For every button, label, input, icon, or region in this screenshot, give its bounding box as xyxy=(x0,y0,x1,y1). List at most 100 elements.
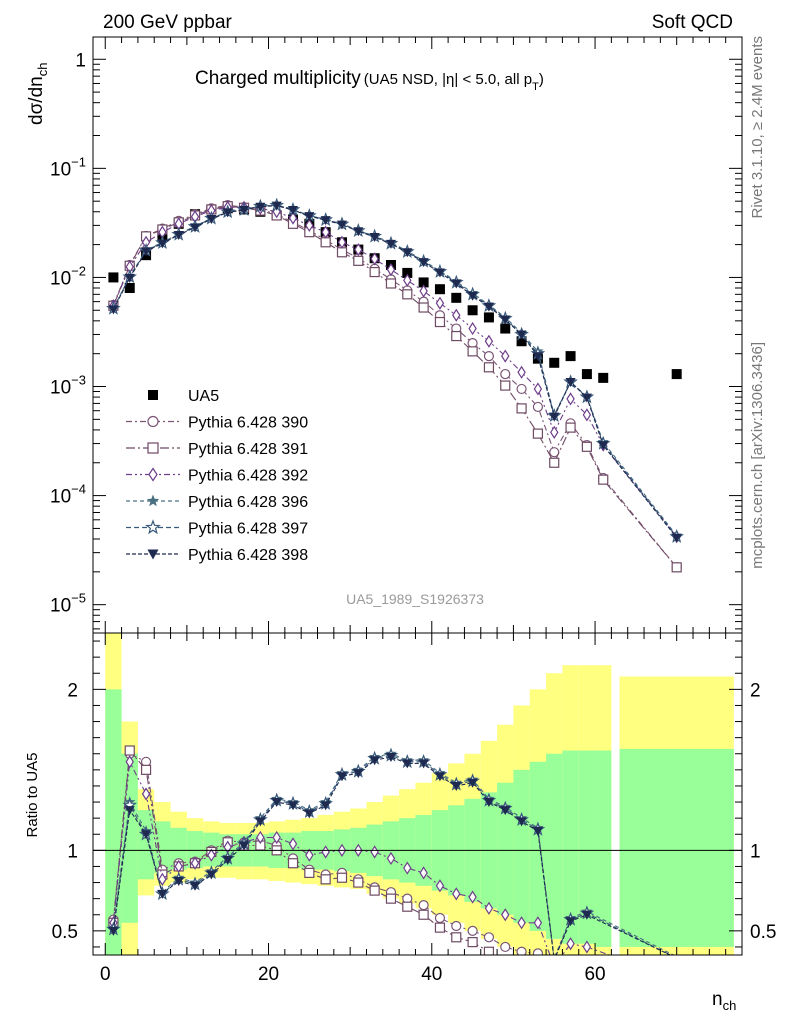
main-data-point xyxy=(549,447,560,458)
ratio-data-point xyxy=(419,866,428,880)
main-data-point xyxy=(581,441,592,452)
main-panel: 110−110−210−310−410−5 Charged multiplici… xyxy=(26,36,743,634)
ratio-band-inner xyxy=(121,753,138,923)
main-series-line xyxy=(112,204,678,568)
main-data-point xyxy=(500,380,511,391)
ratio-data-point xyxy=(353,769,364,779)
legend-entry: UA5 xyxy=(148,388,219,405)
ratio-data-point xyxy=(320,874,331,885)
main-subtitle-sub: T xyxy=(532,81,539,93)
legend-label: Pythia 6.428 391 xyxy=(188,441,308,458)
legend-label: UA5 xyxy=(188,388,219,405)
ratio-data-point xyxy=(288,801,299,811)
main-data-point xyxy=(435,296,445,310)
legend-entry: Pythia 6.428 397 xyxy=(126,519,308,538)
ratio-data-point xyxy=(207,848,216,862)
ratio-ylabel: Ratio to UA5 xyxy=(24,752,41,837)
main-data-point xyxy=(124,283,135,294)
main-data-point xyxy=(337,235,347,249)
main-data-point xyxy=(386,262,396,277)
ratio-band-inner xyxy=(562,750,579,944)
main-data-point xyxy=(598,474,609,485)
main-ytick-mantissa: 10 xyxy=(50,159,71,180)
ratio-ytick-label: 0.5 xyxy=(52,922,78,943)
main-data-point xyxy=(671,533,682,543)
main-ytick-exponent: −2 xyxy=(71,263,86,278)
main-data-point xyxy=(467,305,478,316)
ratio-xtick-label: 20 xyxy=(258,964,279,985)
ratio-data-point xyxy=(517,916,526,930)
legend-marker xyxy=(147,442,159,454)
main-data-point xyxy=(517,365,526,379)
main-subtitle-end: ) xyxy=(539,71,544,88)
main-series-2 xyxy=(108,201,682,573)
ratio-band-inner xyxy=(497,782,514,915)
main-series-1 xyxy=(108,200,682,573)
ratio-data-point xyxy=(305,848,314,862)
main-data-point xyxy=(418,258,429,268)
main-data-point xyxy=(336,247,348,258)
legend-marker xyxy=(148,467,158,482)
main-data-point xyxy=(532,401,544,413)
ratio-series-5 xyxy=(108,752,672,955)
main-data-point xyxy=(173,230,184,240)
main-series-5 xyxy=(106,197,685,543)
main-data-point xyxy=(516,336,527,347)
legend-entry: Pythia 6.428 392 xyxy=(126,467,308,485)
main-data-point xyxy=(239,206,250,216)
main-data-point xyxy=(598,441,609,451)
legend-marker xyxy=(146,494,160,507)
main-ytick-label: 10−5 xyxy=(50,591,86,617)
ratio-data-point xyxy=(434,772,445,782)
ratio-data-point xyxy=(272,830,281,845)
ratio-data-point xyxy=(402,759,413,769)
legend: UA5 Pythia 6.428 390 Pythia 6.428 391 Pythi… xyxy=(126,388,308,564)
ratio-data-point xyxy=(451,932,462,943)
legend-entry: Pythia 6.428 396 xyxy=(126,494,308,511)
ratio-data-point xyxy=(516,817,527,827)
main-panel-frame xyxy=(92,36,743,634)
main-data-point xyxy=(320,237,331,248)
main-data-point xyxy=(483,351,495,362)
header-energy-label: 200 GeV ppbar xyxy=(103,12,233,33)
main-series-6 xyxy=(108,201,682,543)
main-data-point xyxy=(369,232,380,242)
main-series-group xyxy=(106,197,685,573)
ratio-data-point xyxy=(386,851,396,866)
main-ylabel-text: dσ/dn xyxy=(26,76,47,125)
main-ytick-label: 1 xyxy=(75,50,86,71)
main-subtitle-text: (UA5 NSD, |η| < 5.0, all p xyxy=(364,71,532,88)
main-data-point xyxy=(418,302,429,313)
main-data-point xyxy=(451,330,462,342)
main-data-point xyxy=(305,218,314,233)
ratio-data-point xyxy=(190,881,201,891)
main-data-point xyxy=(434,284,445,295)
main-data-point xyxy=(467,338,478,349)
ratio-xtick-label: 40 xyxy=(421,964,442,985)
main-data-point xyxy=(565,377,576,387)
main-data-point xyxy=(321,225,330,239)
ratio-data-point xyxy=(124,806,135,816)
ratio-data-point xyxy=(451,781,462,791)
ratio-data-point xyxy=(434,912,446,924)
main-ytick-label: 10−1 xyxy=(50,154,86,180)
main-title: Charged multiplicity (UA5 NSD, |η| < 5.0,… xyxy=(195,68,544,93)
main-data-point xyxy=(671,562,682,573)
ratio-data-point xyxy=(418,759,429,769)
main-ylabel: dσ/dnch xyxy=(26,63,50,125)
main-data-point xyxy=(288,211,298,225)
main-series-line xyxy=(112,205,678,539)
analysis-id-label: UA5_1989_S1926373 xyxy=(346,591,484,607)
ratio-data-point xyxy=(108,926,119,936)
ratio-band-inner xyxy=(546,753,563,939)
ratio-panel: 0.5 0.51 12 20 20 40 60 Ratio to UA5 nch xyxy=(24,632,776,1013)
ratio-data-point xyxy=(500,941,511,953)
main-data-point xyxy=(582,408,592,422)
ratio-data-point xyxy=(501,908,510,922)
ratio-data-point xyxy=(533,916,543,930)
ratio-ytick-label-right: 0.5 xyxy=(750,922,776,943)
ratio-xlabel-text: n xyxy=(712,989,723,1010)
main-data-point xyxy=(565,351,576,362)
main-data-point xyxy=(483,362,495,373)
ratio-data-point xyxy=(467,778,478,788)
